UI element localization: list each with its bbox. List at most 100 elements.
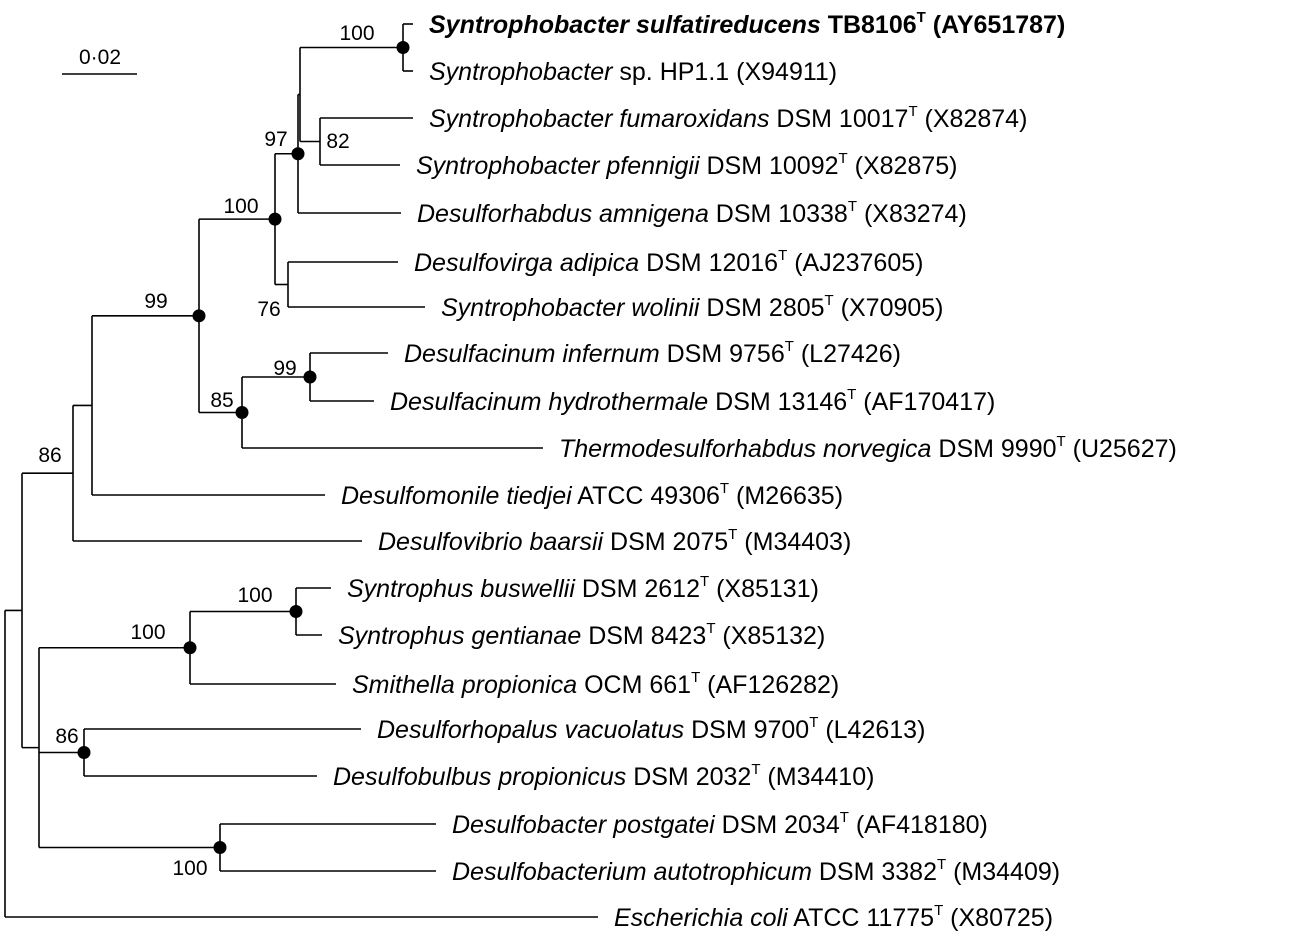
accession-number: (U25627) bbox=[1066, 435, 1177, 463]
taxon-name: Desulfobacter postgatei bbox=[452, 811, 716, 839]
taxon-label-t3: Syntrophobacter fumaroxidans DSM 10017T … bbox=[429, 103, 1027, 133]
accession-number: (X70905) bbox=[834, 294, 944, 322]
type-strain-mark: T bbox=[848, 198, 857, 215]
strain-designation: OCM 661 bbox=[577, 671, 691, 699]
strain-designation: DSM 2034 bbox=[715, 811, 840, 839]
type-strain-mark: T bbox=[917, 9, 926, 26]
bootstrap-value-n_t13t14: 100 bbox=[237, 584, 272, 607]
taxon-name: Desulfomonile tiedjei bbox=[341, 482, 573, 510]
strain-designation: ATCC 49306 bbox=[572, 482, 720, 510]
node-marker-n_t13t14 bbox=[289, 605, 303, 618]
accession-number: (AF418180) bbox=[849, 811, 988, 839]
type-strain-mark: T bbox=[720, 480, 729, 497]
strain-designation: DSM 2805 bbox=[699, 294, 824, 322]
taxon-name: Smithella propionica bbox=[352, 671, 577, 699]
type-strain-mark: T bbox=[934, 902, 943, 919]
taxon-name: Syntrophus buswellii bbox=[347, 575, 576, 603]
strain-designation: DSM 10338 bbox=[709, 200, 848, 228]
scale-bar-label: 0·02 bbox=[79, 46, 121, 69]
accession-number: (M34410) bbox=[760, 763, 874, 791]
strain-designation: DSM 12016 bbox=[639, 249, 778, 277]
strain-designation: ATCC 11775 bbox=[788, 904, 934, 932]
node-marker-n_synC bbox=[268, 212, 282, 226]
bootstrap-value-n_synB: 100 bbox=[223, 195, 258, 218]
taxon-label-t4: Syntrophobacter pfennigii DSM 10092T (X8… bbox=[416, 150, 957, 180]
accession-number: (M26635) bbox=[729, 482, 843, 510]
node-marker-n_main bbox=[192, 309, 206, 323]
bootstrap-value-n_t16t17: 86 bbox=[55, 725, 78, 748]
bootstrap-value-n_synA: 97 bbox=[264, 128, 287, 151]
type-strain-mark: T bbox=[908, 103, 917, 120]
type-strain-mark: T bbox=[785, 338, 794, 355]
strain-designation: DSM 13146 bbox=[708, 388, 847, 416]
taxon-name: Desulfobacterium autotrophicum bbox=[452, 858, 812, 886]
accession-number: (AF170417) bbox=[856, 388, 995, 416]
strain-designation: DSM 9756 bbox=[660, 340, 785, 368]
bootstrap-value-n_syntrophus: 100 bbox=[130, 621, 165, 644]
node-marker-n_desulfac bbox=[235, 406, 249, 419]
type-strain-mark: T bbox=[825, 292, 834, 309]
strain-designation: DSM 10017 bbox=[769, 105, 908, 133]
taxon-name: Desulfacinum hydrothermale bbox=[390, 388, 708, 416]
bootstrap-value-n_t3t4: 82 bbox=[326, 130, 349, 153]
type-strain-mark: T bbox=[840, 809, 849, 826]
taxon-name: Desulforhopalus vacuolatus bbox=[377, 716, 684, 744]
type-strain-mark: T bbox=[1057, 433, 1066, 450]
type-strain-mark: T bbox=[691, 669, 700, 686]
taxon-name: Thermodesulforhabdus norvegica bbox=[559, 435, 932, 463]
type-strain-mark: T bbox=[706, 620, 715, 637]
taxon-name: Syntrophobacter fumaroxidans bbox=[429, 105, 769, 133]
node-marker-n_t16t17 bbox=[77, 746, 91, 759]
taxon-label-t19: Desulfobacterium autotrophicum DSM 3382T… bbox=[452, 856, 1060, 886]
bootstrap-value-n_upper: 86 bbox=[38, 444, 61, 467]
node-marker-n_syntrophus bbox=[183, 641, 197, 655]
bootstrap-value-n_desulfac: 85 bbox=[210, 389, 233, 412]
bootstrap-value-n_t6t7: 76 bbox=[257, 298, 280, 321]
bootstrap-labels: 100 82 97 100 76 99 99 85 86 100 100 86 100 bbox=[38, 22, 374, 880]
taxon-name: Syntrophus gentianae bbox=[338, 622, 581, 650]
taxon-name: Syntrophobacter bbox=[429, 58, 614, 86]
taxon-name: Syntrophobacter wolinii bbox=[441, 294, 701, 322]
type-strain-mark: T bbox=[937, 856, 946, 873]
taxon-label-t1: Syntrophobacter sulfatireducens TB8106T … bbox=[429, 9, 1065, 39]
taxon-label-t12: Desulfovibrio baarsii DSM 2075T (M34403) bbox=[378, 526, 851, 556]
accession-number: (X83274) bbox=[857, 200, 967, 228]
taxon-label-t14: Syntrophus gentianae DSM 8423T (X85132) bbox=[338, 620, 825, 650]
strain-designation: DSM 8423 bbox=[581, 622, 706, 650]
taxon-label-t9: Desulfacinum hydrothermale DSM 13146T (A… bbox=[390, 386, 995, 416]
strain-designation: DSM 2075 bbox=[603, 528, 728, 556]
bootstrap-node-markers bbox=[77, 41, 410, 854]
bootstrap-value-n_t18t19: 100 bbox=[172, 857, 207, 880]
accession-number: (X85132) bbox=[715, 622, 825, 650]
strain-designation: DSM 9990 bbox=[931, 435, 1056, 463]
strain-designation: DSM 2032 bbox=[626, 763, 751, 791]
bootstrap-value-n_t1t2: 100 bbox=[339, 22, 374, 45]
taxon-label-t15: Smithella propionica OCM 661T (AF126282) bbox=[352, 669, 839, 699]
accession-number: (AF126282) bbox=[700, 671, 839, 699]
accession-number: (AJ237605) bbox=[787, 249, 923, 277]
accession-number: (M34403) bbox=[737, 528, 851, 556]
taxon-name: Desulfovibrio baarsii bbox=[378, 528, 605, 556]
taxon-label-t20: Escherichia coli ATCC 11775T (X80725) bbox=[614, 902, 1053, 932]
type-strain-mark: T bbox=[751, 761, 760, 778]
strain-designation: sp. HP1.1 bbox=[612, 58, 729, 86]
taxon-name: Escherichia coli bbox=[614, 904, 789, 932]
type-strain-mark: T bbox=[700, 573, 709, 590]
node-marker-n_t18t19 bbox=[213, 841, 227, 854]
accession-number: (L27426) bbox=[794, 340, 901, 368]
taxon-name: Desulfovirga adipica bbox=[414, 249, 639, 277]
accession-number: (X80725) bbox=[943, 904, 1053, 932]
strain-designation: DSM 10092 bbox=[700, 152, 839, 180]
node-marker-n_synB bbox=[291, 147, 305, 161]
type-strain-mark: T bbox=[728, 526, 737, 543]
strain-designation: DSM 9700 bbox=[684, 716, 809, 744]
taxon-label-t10: Thermodesulforhabdus norvegica DSM 9990T… bbox=[559, 433, 1177, 463]
taxon-label-t13: Syntrophus buswellii DSM 2612T (X85131) bbox=[347, 573, 819, 603]
strain-designation: DSM 2612 bbox=[575, 575, 700, 603]
strain-designation: DSM 3382 bbox=[812, 858, 937, 886]
accession-number: (X94911) bbox=[729, 58, 837, 86]
bootstrap-value-n_main: 99 bbox=[144, 290, 167, 313]
taxon-label-t17: Desulfobulbus propionicus DSM 2032T (M34… bbox=[333, 761, 874, 791]
node-marker-n_t8t9 bbox=[303, 370, 317, 384]
